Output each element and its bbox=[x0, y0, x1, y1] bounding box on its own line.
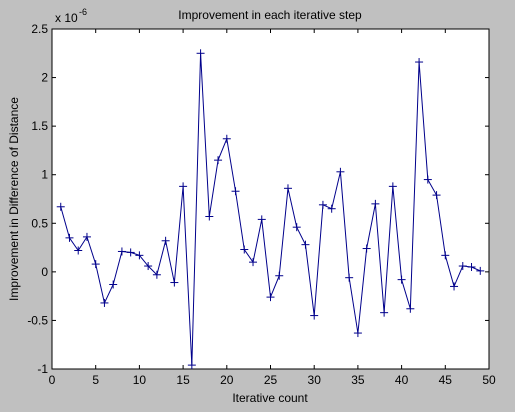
data-point-marker bbox=[240, 245, 249, 254]
data-point-marker bbox=[432, 191, 441, 200]
data-point-marker bbox=[91, 260, 100, 269]
data-point-marker bbox=[275, 271, 284, 280]
data-point-marker bbox=[126, 248, 135, 257]
data-point-marker bbox=[249, 258, 258, 267]
x-tick-label: 50 bbox=[482, 373, 496, 387]
data-point-marker bbox=[179, 182, 188, 191]
data-point-marker bbox=[144, 262, 153, 271]
data-point-marker bbox=[205, 212, 214, 221]
x-tick-label: 45 bbox=[439, 373, 453, 387]
data-point-marker bbox=[450, 282, 459, 291]
y-tick-label: 0.5 bbox=[31, 216, 48, 230]
data-point-marker bbox=[152, 270, 161, 279]
x-tick-label: 40 bbox=[395, 373, 409, 387]
x-tick-label: 20 bbox=[220, 373, 234, 387]
data-point-marker bbox=[388, 182, 397, 191]
data-point-marker bbox=[82, 232, 91, 241]
x-axis-ticks: 0 5 10 15 20 25 30 35 40 45 50 bbox=[49, 29, 496, 387]
data-point-marker bbox=[458, 262, 467, 271]
data-point-marker bbox=[318, 200, 327, 209]
data-point-marker bbox=[117, 247, 126, 256]
data-point-marker bbox=[362, 244, 371, 253]
y-tick-label: -0.5 bbox=[27, 313, 48, 327]
data-point-marker bbox=[283, 184, 292, 193]
y-tick-label: 1 bbox=[41, 168, 48, 182]
data-point-marker bbox=[327, 204, 336, 213]
data-point-marker bbox=[380, 308, 389, 317]
x-tick-label: 10 bbox=[133, 373, 147, 387]
data-point-marker bbox=[423, 175, 432, 184]
y-tick-label: -1 bbox=[37, 362, 48, 376]
data-series bbox=[56, 49, 485, 370]
data-point-marker bbox=[406, 304, 415, 313]
x-tick-label: 25 bbox=[264, 373, 278, 387]
data-point-marker bbox=[135, 251, 144, 260]
data-point-marker bbox=[109, 280, 118, 289]
y-axis-ticks: -1 -0.5 0 0.5 1 1.5 2 2.5 bbox=[27, 22, 489, 376]
chart-title: Improvement in each iterative step bbox=[178, 8, 362, 22]
x-axis-label: Iterative count bbox=[232, 391, 308, 405]
x-tick-label: 30 bbox=[308, 373, 322, 387]
data-point-marker bbox=[301, 240, 310, 249]
data-point-marker bbox=[397, 275, 406, 284]
x-tick-label: 5 bbox=[92, 373, 99, 387]
data-point-marker bbox=[65, 233, 74, 242]
y-axis-label: Improvement in Difference of Distance bbox=[7, 97, 21, 301]
x-tick-label: 35 bbox=[351, 373, 365, 387]
y-tick-label: 2.5 bbox=[31, 22, 48, 36]
data-point-marker bbox=[56, 202, 65, 211]
y-tick-label: 1.5 bbox=[31, 119, 48, 133]
data-point-marker bbox=[336, 167, 345, 176]
data-point-marker bbox=[353, 329, 362, 338]
data-point-marker bbox=[170, 278, 179, 287]
data-point-marker bbox=[441, 251, 450, 260]
data-point-marker bbox=[100, 298, 109, 307]
data-point-marker bbox=[257, 215, 266, 224]
data-point-marker bbox=[161, 236, 170, 245]
data-point-marker bbox=[196, 49, 205, 58]
y-scale-base: x 10 bbox=[55, 11, 78, 25]
y-tick-label: 0 bbox=[41, 265, 48, 279]
x-tick-label: 0 bbox=[49, 373, 56, 387]
data-point-marker bbox=[231, 187, 240, 196]
y-scale-exponent: -6 bbox=[79, 7, 87, 17]
data-point-marker bbox=[222, 134, 231, 143]
data-point-marker bbox=[345, 273, 354, 282]
data-point-marker bbox=[292, 223, 301, 232]
data-point-marker bbox=[214, 156, 223, 165]
data-point-marker bbox=[476, 266, 485, 275]
data-point-marker bbox=[415, 58, 424, 67]
data-point-marker bbox=[371, 199, 380, 208]
data-point-marker bbox=[467, 263, 476, 271]
x-tick-label: 15 bbox=[176, 373, 190, 387]
data-point-marker bbox=[266, 293, 275, 302]
data-point-marker bbox=[310, 311, 319, 320]
y-tick-label: 2 bbox=[41, 71, 48, 85]
data-point-marker bbox=[187, 361, 196, 370]
plot-area bbox=[51, 28, 490, 370]
data-point-marker bbox=[74, 246, 83, 255]
